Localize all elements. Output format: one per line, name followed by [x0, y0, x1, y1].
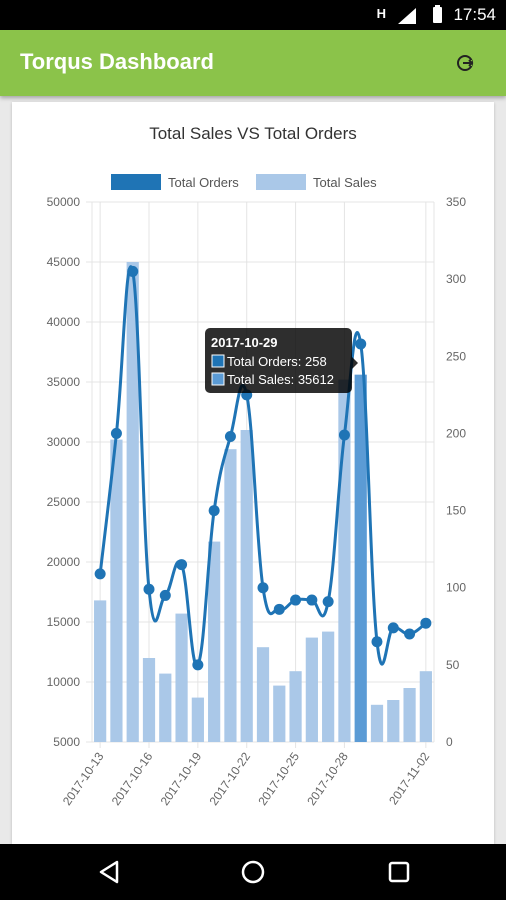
sales-bar [142, 658, 156, 742]
orders-point [257, 582, 269, 594]
x-tick-label: 2017-11-02 [386, 749, 432, 807]
sales-bar [191, 697, 204, 742]
status-bar: H 17:54 [0, 0, 506, 30]
x-tick-label: 2017-10-13 [60, 749, 107, 808]
sales-bar [175, 613, 188, 742]
sales-bar [322, 631, 335, 742]
home-icon[interactable] [239, 858, 267, 886]
x-tick-label: 2017-10-22 [206, 749, 253, 808]
app-title: Torqus Dashboard [20, 49, 214, 74]
sales-orders-chart[interactable]: Total Sales VS Total Orders Total Orders… [12, 102, 494, 844]
x-tick-label: 2017-10-16 [109, 749, 156, 808]
orders-point [290, 594, 302, 606]
orders-point [208, 505, 220, 517]
sales-bar [208, 541, 221, 742]
orders-point [306, 594, 318, 606]
chart-title: Total Sales VS Total Orders [149, 124, 357, 143]
y-left-tick-label: 35000 [47, 375, 81, 389]
orders-point [371, 636, 383, 648]
tooltip-title: 2017-10-29 [211, 335, 278, 350]
orders-point [273, 603, 285, 615]
y-right-tick-label: 150 [446, 504, 466, 518]
sales-bar [289, 671, 302, 742]
orders-point [94, 568, 106, 580]
orders-point [143, 583, 155, 595]
legend-orders-label: Total Orders [168, 175, 239, 190]
y-right-tick-label: 200 [446, 426, 466, 440]
signal-type-label: H [376, 6, 386, 21]
tooltip-orders-line: Total Orders: 258 [227, 354, 327, 369]
y-right-tick-label: 250 [446, 349, 466, 363]
legend-sales-swatch [256, 174, 306, 190]
orders-line [98, 265, 427, 667]
orders-point [420, 617, 432, 629]
sales-bar [240, 430, 253, 742]
sales-bar [403, 688, 416, 742]
sales-bar [94, 600, 107, 742]
y-left-tick-label: 10000 [47, 675, 81, 689]
orders-point [387, 622, 399, 634]
battery-icon [433, 5, 442, 23]
sales-bar [370, 704, 384, 742]
sales-bar [354, 374, 367, 742]
orders-point [404, 628, 416, 640]
y-left-tick-label: 15000 [47, 615, 81, 629]
orders-point [192, 659, 204, 671]
sales-bar [224, 449, 237, 742]
x-tick-label: 2017-10-19 [158, 749, 205, 808]
x-tick-label: 2017-10-28 [304, 749, 351, 808]
tooltip-orders-swatch [211, 354, 225, 368]
orders-point [110, 427, 122, 439]
back-icon[interactable] [95, 858, 123, 886]
chart-card: Total Sales VS Total Orders Total Orders… [12, 102, 494, 844]
chart-legend: Total Orders Total Sales [111, 174, 377, 190]
y-left-tick-label: 50000 [47, 195, 81, 209]
sales-bar [305, 637, 318, 742]
y-left-tick-label: 30000 [47, 435, 81, 449]
recents-icon[interactable] [385, 858, 413, 886]
status-time: 17:54 [453, 5, 496, 24]
sales-bar [273, 685, 286, 742]
y-right-tick-label: 50 [446, 658, 460, 672]
y-left-tick-label: 20000 [47, 555, 81, 569]
navigation-bar [0, 844, 506, 900]
sales-bar [419, 671, 432, 742]
app-bar: Torqus Dashboard [0, 30, 506, 96]
sales-bar [159, 673, 172, 742]
signal-strength-icon [398, 8, 416, 24]
orders-point [127, 265, 139, 277]
orders-point [224, 431, 236, 443]
orders-point [159, 589, 171, 601]
y-left-tick-label: 40000 [47, 315, 81, 329]
sales-bar [110, 439, 123, 742]
y-right-tick-label: 100 [446, 581, 466, 595]
y-right-tick-label: 350 [446, 195, 466, 209]
sales-bar [256, 647, 270, 742]
y-left-tick-label: 25000 [47, 495, 81, 509]
chart-tooltip: 2017-10-29 Total Orders: 258 Total Sales… [205, 328, 358, 393]
sales-bar [126, 262, 139, 742]
orders-point [322, 596, 334, 608]
tooltip-sales-line: Total Sales: 35612 [227, 372, 334, 387]
orders-point [355, 338, 367, 350]
orders-point [338, 429, 350, 441]
x-tick-label: 2017-10-25 [255, 749, 302, 808]
tooltip-sales-swatch [211, 372, 225, 386]
y-left-tick-label: 5000 [53, 735, 80, 749]
y-right-tick-label: 0 [446, 735, 453, 749]
legend-sales-label: Total Sales [313, 175, 377, 190]
sales-bar [387, 700, 400, 742]
legend-orders-swatch [111, 174, 161, 190]
y-left-tick-label: 45000 [47, 255, 81, 269]
logout-icon[interactable] [454, 52, 476, 74]
orders-point [176, 559, 188, 571]
y-right-tick-label: 300 [446, 272, 466, 286]
